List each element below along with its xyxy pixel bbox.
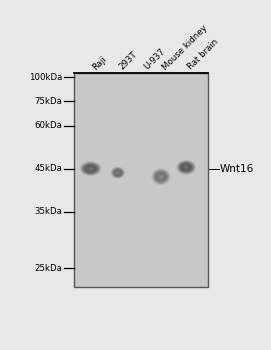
Ellipse shape — [87, 166, 94, 171]
Ellipse shape — [159, 175, 163, 178]
Text: 45kDa: 45kDa — [34, 164, 62, 173]
Text: 100kDa: 100kDa — [29, 72, 62, 82]
Ellipse shape — [151, 168, 171, 185]
Text: 60kDa: 60kDa — [34, 121, 62, 130]
Bar — [74, 73, 208, 287]
Ellipse shape — [115, 170, 120, 175]
Ellipse shape — [154, 171, 168, 183]
Ellipse shape — [117, 172, 119, 174]
Ellipse shape — [176, 160, 196, 175]
Text: 35kDa: 35kDa — [34, 207, 62, 216]
Ellipse shape — [80, 161, 102, 176]
Text: U-937: U-937 — [142, 47, 167, 72]
Ellipse shape — [184, 166, 188, 169]
Ellipse shape — [85, 164, 96, 173]
Text: Wnt16: Wnt16 — [220, 164, 254, 174]
Ellipse shape — [183, 165, 190, 170]
Ellipse shape — [83, 163, 99, 174]
Text: 75kDa: 75kDa — [34, 97, 62, 106]
Ellipse shape — [177, 161, 195, 174]
Ellipse shape — [112, 167, 124, 178]
Ellipse shape — [156, 172, 166, 181]
Text: 25kDa: 25kDa — [34, 264, 62, 273]
Ellipse shape — [89, 167, 93, 170]
Text: 293T: 293T — [118, 50, 140, 72]
Ellipse shape — [153, 169, 169, 184]
Ellipse shape — [113, 168, 123, 177]
Ellipse shape — [157, 174, 164, 180]
Ellipse shape — [81, 162, 100, 175]
Ellipse shape — [181, 163, 192, 171]
Text: Rat brain: Rat brain — [186, 37, 220, 72]
Ellipse shape — [114, 169, 122, 176]
Ellipse shape — [111, 167, 125, 179]
Text: Mouse kidney: Mouse kidney — [161, 23, 209, 72]
Text: Raji: Raji — [91, 54, 108, 72]
Ellipse shape — [179, 162, 193, 173]
